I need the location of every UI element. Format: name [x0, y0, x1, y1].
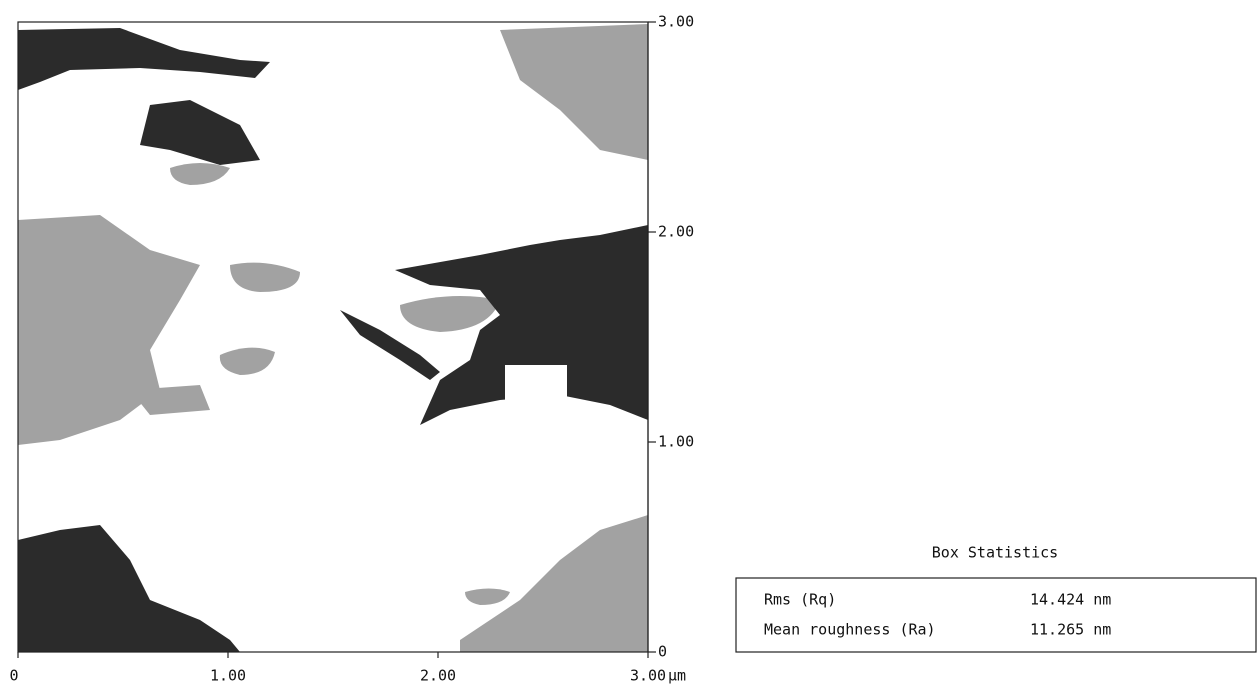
stats-box	[735, 577, 1257, 653]
y-tick-label: 3.00	[658, 13, 694, 31]
gray-regions	[18, 24, 648, 652]
stat-label: Rms (Rq)	[764, 591, 836, 609]
y-tick-label: 1.00	[658, 433, 694, 451]
x-tick-label: 0	[9, 667, 18, 685]
x-tick-label: 2.00	[420, 667, 456, 685]
stat-value: 11.265 nm	[1030, 621, 1111, 639]
y-tick-label: 0	[658, 643, 667, 661]
y-tick-label: 2.00	[658, 223, 694, 241]
dark-regions	[18, 28, 648, 652]
x-tick-label: 1.00	[210, 667, 246, 685]
stat-label: Mean roughness (Ra)	[764, 621, 936, 639]
stat-value: 14.424 nm	[1030, 591, 1111, 609]
x-tick-label: 3.00	[630, 667, 666, 685]
stats-title: Box Statistics	[932, 544, 1058, 562]
x-unit: µm	[668, 667, 686, 685]
white-inclusion	[505, 365, 567, 400]
afm-image	[17, 21, 649, 653]
